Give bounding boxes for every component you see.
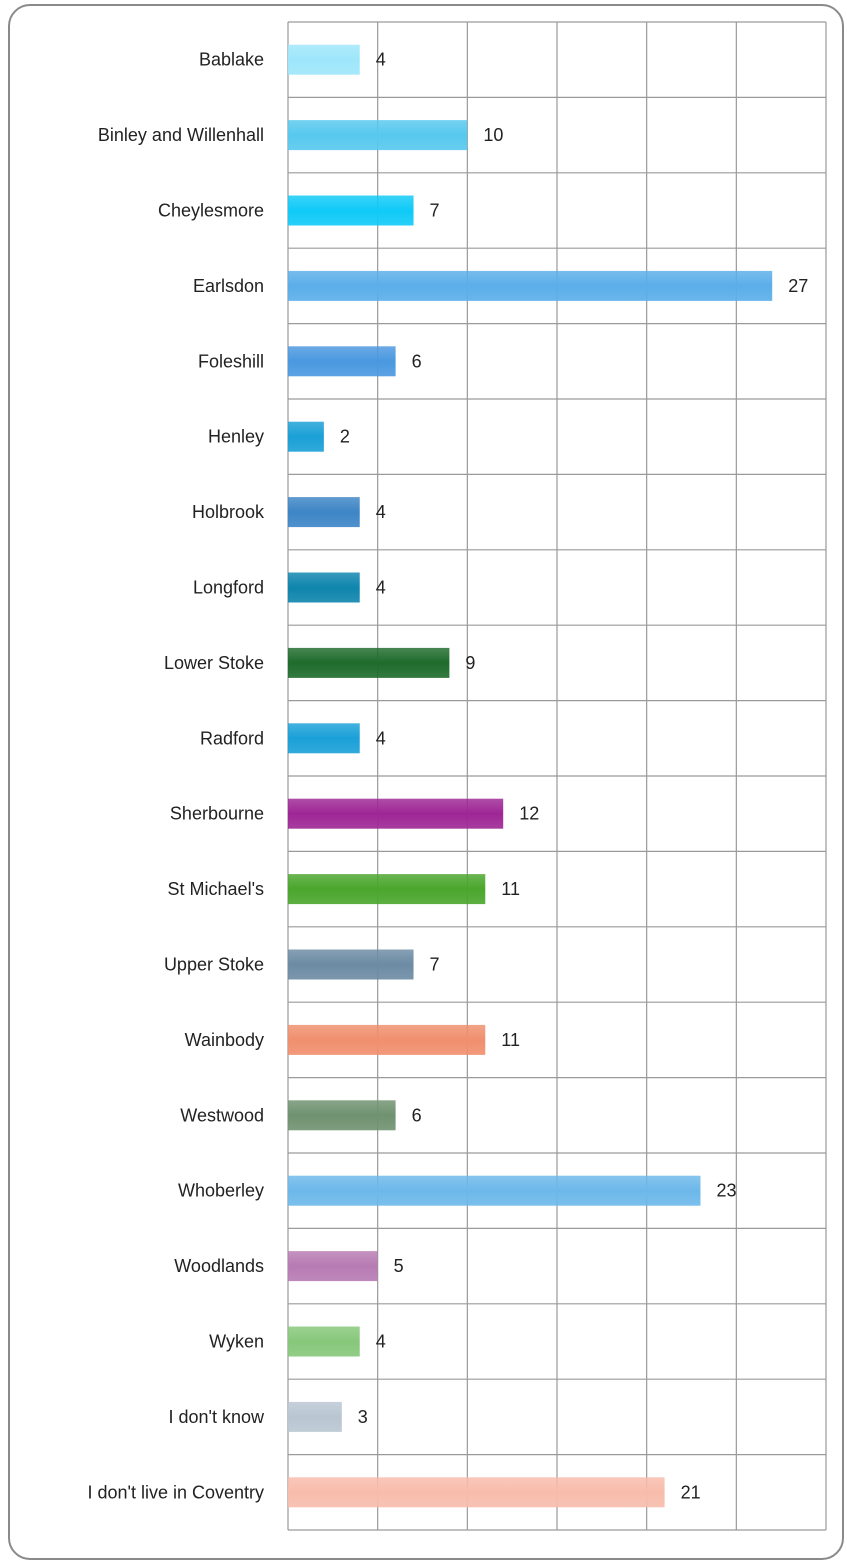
category-label: Upper Stoke — [164, 955, 264, 975]
bar — [288, 723, 360, 754]
category-label: Sherbourne — [170, 804, 264, 824]
data-label: 4 — [376, 50, 386, 70]
data-label: 4 — [376, 578, 386, 598]
data-label: 12 — [519, 804, 539, 824]
category-label: Binley and Willenhall — [98, 125, 264, 145]
category-label: Wyken — [209, 1332, 264, 1352]
bar — [288, 346, 396, 377]
data-label: 21 — [681, 1482, 701, 1502]
bar — [288, 497, 360, 528]
data-label: 23 — [716, 1181, 736, 1201]
bar — [288, 1477, 665, 1508]
category-label: Whoberley — [178, 1181, 264, 1201]
bar — [288, 421, 324, 452]
data-label: 4 — [376, 1332, 386, 1352]
bar — [288, 1100, 396, 1131]
bar — [288, 120, 468, 151]
data-label: 3 — [358, 1407, 368, 1427]
category-label: St Michael's — [168, 879, 264, 899]
bar — [288, 44, 360, 75]
data-label: 10 — [483, 125, 503, 145]
data-label: 4 — [376, 728, 386, 748]
data-label: 2 — [340, 427, 350, 447]
category-label: Henley — [208, 427, 264, 447]
category-label: Radford — [200, 728, 264, 748]
bar — [288, 1251, 378, 1282]
bar — [288, 1024, 486, 1055]
data-label: 6 — [412, 351, 422, 371]
category-label: Earlsdon — [193, 276, 264, 296]
category-label: Foleshill — [198, 351, 264, 371]
data-label: 11 — [501, 1030, 520, 1050]
bar — [288, 949, 414, 980]
category-label: I don't know — [169, 1407, 265, 1427]
bar — [288, 798, 504, 829]
bar — [288, 1326, 360, 1357]
category-label: Westwood — [180, 1105, 264, 1125]
data-label: 6 — [412, 1105, 422, 1125]
data-label: 7 — [430, 201, 440, 221]
data-label: 4 — [376, 502, 386, 522]
data-label: 5 — [394, 1256, 404, 1276]
bar — [288, 1175, 701, 1206]
bar — [288, 1401, 342, 1432]
category-label: Wainbody — [185, 1030, 264, 1050]
category-label: Longford — [193, 578, 264, 598]
data-label: 27 — [788, 276, 808, 296]
category-label: Bablake — [199, 50, 264, 70]
chart-frame — [8, 4, 844, 1560]
bar — [288, 270, 773, 301]
bar — [288, 874, 486, 905]
data-label: 9 — [465, 653, 475, 673]
bar — [288, 195, 414, 226]
category-label: Cheylesmore — [158, 201, 264, 221]
data-label: 7 — [430, 955, 440, 975]
category-label: Woodlands — [174, 1256, 264, 1276]
bar — [288, 647, 450, 678]
bar — [288, 572, 360, 603]
category-label: Holbrook — [192, 502, 265, 522]
category-label: I don't live in Coventry — [87, 1482, 264, 1502]
category-label: Lower Stoke — [164, 653, 264, 673]
data-label: 11 — [501, 879, 520, 899]
